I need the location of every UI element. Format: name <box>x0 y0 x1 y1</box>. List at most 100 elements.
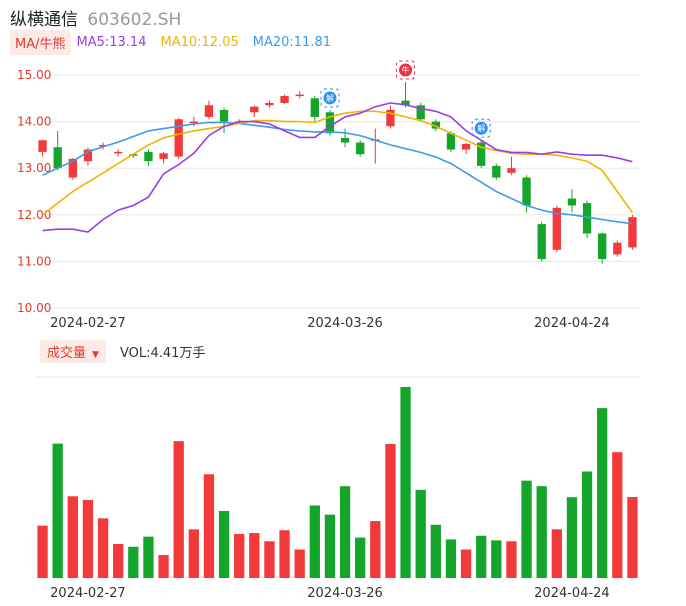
volume-bar <box>128 546 139 578</box>
candle-body <box>325 112 335 134</box>
ma20-line <box>42 121 633 225</box>
candle-body <box>114 151 123 154</box>
volume-bar <box>355 537 366 578</box>
candle-body <box>340 137 350 143</box>
ma10-line <box>42 110 634 216</box>
candle-body <box>401 100 410 106</box>
volume-bar <box>415 489 426 578</box>
candle-body <box>68 158 77 178</box>
volume-bar <box>143 536 154 578</box>
volume-bar <box>566 497 578 578</box>
volume-bar <box>400 387 411 578</box>
badge-icon <box>399 63 413 77</box>
candle-body <box>53 147 62 169</box>
candle-body <box>477 142 486 166</box>
candle-body <box>507 168 516 173</box>
volume-bar <box>188 529 199 578</box>
candle-body <box>567 198 577 206</box>
price-tick-label: 12.00 <box>17 208 51 222</box>
ma-indicator-tag[interactable]: MA/牛熊 <box>10 29 71 55</box>
price-tick-label: 14.00 <box>17 115 51 129</box>
candle-body <box>280 95 289 103</box>
volume-bar <box>370 521 381 578</box>
candle-body <box>159 153 168 159</box>
volume-bar <box>460 549 472 578</box>
candle-body <box>537 224 546 260</box>
candle-body <box>386 109 395 127</box>
volume-bar <box>234 533 245 578</box>
badge-frame <box>471 118 491 138</box>
candle-body <box>582 203 592 234</box>
volume-bar <box>158 555 169 578</box>
badge-icon <box>323 91 337 105</box>
volume-bar <box>612 452 623 578</box>
candle-body <box>144 151 153 162</box>
volume-bar <box>82 499 94 578</box>
volume-bar <box>97 518 109 578</box>
candle-body <box>431 121 440 129</box>
volume-bar <box>551 529 562 578</box>
ma5-legend: MA5:13.14 <box>76 34 147 50</box>
badge-label: 解 <box>326 93 334 103</box>
ma20-legend: MA20:11.81 <box>252 34 331 50</box>
candle-body <box>492 165 501 178</box>
candle-body <box>416 105 425 120</box>
candle-body <box>219 109 229 122</box>
volume-bar <box>506 541 517 578</box>
candle-body <box>38 140 47 152</box>
volume-bar <box>627 497 638 578</box>
stock-title: 纵横通信 603602.SH <box>10 5 181 30</box>
volume-bar <box>67 496 78 578</box>
candle-body <box>250 106 259 113</box>
volume-bar <box>173 441 184 578</box>
volume-bar <box>309 505 320 578</box>
ma10-legend: MA10:12.05 <box>160 34 239 50</box>
price-tick-label: 11.00 <box>17 254 51 268</box>
volume-date-tick-label: 2024-03-26 <box>307 586 383 601</box>
volume-bar <box>324 514 336 578</box>
date-tick-label: 2024-02-27 <box>50 316 126 331</box>
price-tick-label: 15.00 <box>17 68 51 82</box>
volume-bar <box>521 480 532 578</box>
volume-bar <box>445 539 457 578</box>
volume-bar <box>339 486 351 578</box>
volume-tag-label: 成交量 <box>47 345 87 361</box>
volume-bar <box>52 443 63 578</box>
volume-bar <box>279 530 290 578</box>
volume-date-tick-label: 2024-04-24 <box>534 586 610 601</box>
candle-body <box>265 102 274 106</box>
volume-bar <box>476 535 487 578</box>
ma5-line <box>42 102 633 233</box>
volume-bar <box>430 524 441 578</box>
volume-bar <box>597 408 608 578</box>
candle-body <box>613 242 622 255</box>
volume-bar <box>581 471 593 578</box>
volume-bar <box>536 486 547 578</box>
candle-body <box>628 217 637 248</box>
date-tick-label: 2024-03-26 <box>307 316 383 331</box>
badge-frame <box>320 88 340 108</box>
candle-body <box>552 207 561 250</box>
volume-bar <box>264 541 275 578</box>
badge-icon <box>474 121 488 135</box>
candle-body <box>598 233 607 260</box>
volume-bar <box>203 474 215 578</box>
candle-body <box>295 94 304 97</box>
candle-body <box>446 133 456 150</box>
volume-value: VOL:4.41万手 <box>119 345 206 361</box>
date-tick-label: 2024-04-24 <box>534 316 610 331</box>
volume-indicator-dropdown[interactable]: 成交量 ▼ <box>40 339 106 363</box>
volume-bar <box>218 510 230 578</box>
candle-body <box>522 177 531 206</box>
badge-frame <box>396 60 416 80</box>
volume-bar <box>249 533 260 578</box>
stock-code: 603602.SH <box>87 10 182 30</box>
candle-body <box>204 105 214 117</box>
candle-body <box>189 121 198 124</box>
volume-bar <box>491 540 502 578</box>
price-tick-label: 13.00 <box>17 161 51 175</box>
candle-body <box>356 142 365 155</box>
volume-bar <box>113 544 124 578</box>
candle-body <box>174 119 183 157</box>
